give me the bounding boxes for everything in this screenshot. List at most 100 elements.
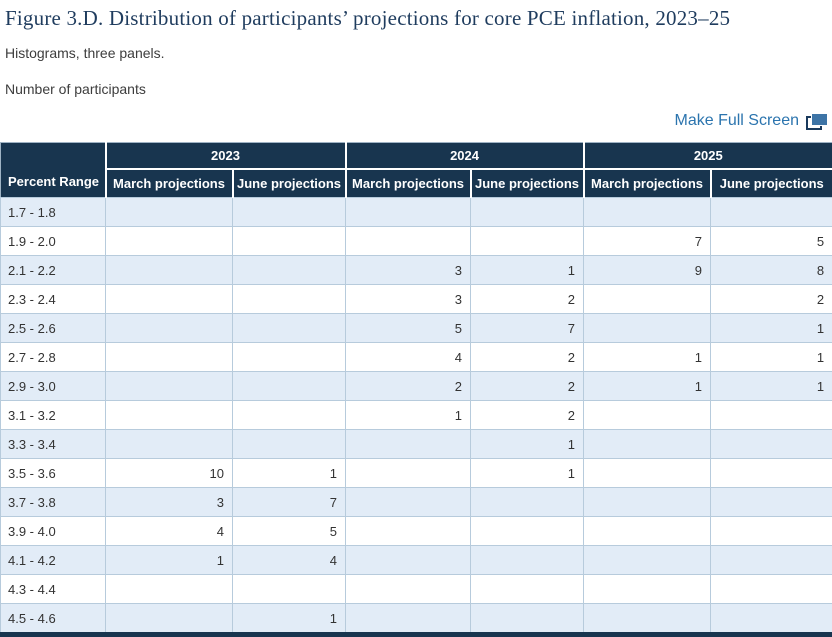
percent-range-cell: 3.5 - 3.6 [0, 458, 106, 488]
value-cell [231, 313, 347, 343]
value-cell [345, 545, 472, 575]
table-row: 1.7 - 1.8 [0, 197, 832, 227]
table-footer-bar [0, 632, 832, 637]
table-row: 2.9 - 3.0 2 2 1 1 [0, 371, 832, 401]
value-cell: 3 [345, 284, 472, 314]
percent-range-cell: 4.5 - 4.6 [0, 603, 106, 633]
value-cell [583, 284, 712, 314]
percent-range-cell: 2.9 - 3.0 [0, 371, 106, 401]
projections-table: Percent Range 2023 2024 2025 March proje… [0, 142, 832, 633]
value-cell [470, 487, 585, 517]
value-cell: 7 [231, 487, 347, 517]
percent-range-cell: 3.1 - 3.2 [0, 400, 106, 430]
value-cell [105, 371, 233, 401]
value-cell [710, 487, 832, 517]
units-label: Number of participants [5, 81, 146, 97]
figure-subtitle: Histograms, three panels. [5, 45, 165, 61]
value-cell: 1 [231, 603, 347, 633]
percent-range-cell: 1.7 - 1.8 [0, 197, 106, 227]
year-header-2024: 2024 [345, 142, 585, 170]
value-cell [710, 516, 832, 546]
column-header-2024-march: March projections [345, 168, 472, 198]
table-row: 2.1 - 2.2 3 1 9 8 [0, 255, 832, 285]
value-cell: 1 [231, 458, 347, 488]
value-cell [105, 429, 233, 459]
value-cell: 1 [105, 545, 233, 575]
value-cell [105, 226, 233, 256]
table-row: 2.7 - 2.8 4 2 1 1 [0, 342, 832, 372]
make-full-screen-link[interactable]: Make Full Screen [674, 112, 800, 129]
value-cell [105, 197, 233, 227]
value-cell [710, 400, 832, 430]
value-cell [105, 284, 233, 314]
percent-range-cell: 3.3 - 3.4 [0, 429, 106, 459]
table-row: 2.3 - 2.4 3 2 2 [0, 284, 832, 314]
value-cell [710, 545, 832, 575]
table-row: 2.5 - 2.6 5 7 1 [0, 313, 832, 343]
value-cell: 1 [710, 371, 832, 401]
value-cell: 1 [710, 313, 832, 343]
value-cell: 7 [583, 226, 712, 256]
value-cell [583, 574, 712, 604]
value-cell: 8 [710, 255, 832, 285]
column-header-percent-range: Percent Range [0, 142, 107, 198]
table-row: 3.7 - 3.8 3 7 [0, 487, 832, 517]
value-cell [583, 487, 712, 517]
table-row: 3.9 - 4.0 4 5 [0, 516, 832, 546]
full-screen-expand-icon[interactable] [806, 112, 828, 130]
value-cell: 3 [345, 255, 472, 285]
value-cell: 1 [470, 429, 585, 459]
column-header-2023-march: March projections [105, 168, 234, 198]
table-body: 1.7 - 1.8 1.9 - 2.0 7 5 2.1 - 2.2 3 1 9 8 2.3 - 2… [0, 197, 832, 633]
value-cell: 2 [345, 371, 472, 401]
value-cell [105, 400, 233, 430]
column-header-2025-june: June projections [710, 168, 832, 198]
percent-range-cell: 1.9 - 2.0 [0, 226, 106, 256]
value-cell [231, 371, 347, 401]
value-cell [583, 458, 712, 488]
column-header-2025-march: March projections [583, 168, 712, 198]
sub-header-row: March projections June projections March… [1, 168, 832, 198]
value-cell [710, 458, 832, 488]
value-cell [583, 197, 712, 227]
year-header-2025: 2025 [583, 142, 832, 170]
table-header: Percent Range 2023 2024 2025 March proje… [0, 142, 832, 198]
value-cell [583, 400, 712, 430]
fullscreen-control[interactable]: Make Full Screen [674, 112, 828, 130]
value-cell [105, 342, 233, 372]
value-cell: 1 [470, 458, 585, 488]
value-cell [470, 545, 585, 575]
value-cell [105, 603, 233, 633]
value-cell [583, 545, 712, 575]
value-cell [231, 400, 347, 430]
value-cell [231, 197, 347, 227]
value-cell [583, 313, 712, 343]
value-cell [583, 516, 712, 546]
value-cell: 2 [470, 400, 585, 430]
value-cell [470, 226, 585, 256]
table-row: 3.1 - 3.2 1 2 [0, 400, 832, 430]
value-cell: 1 [583, 371, 712, 401]
value-cell: 5 [345, 313, 472, 343]
year-header-2023: 2023 [105, 142, 347, 170]
percent-range-cell: 2.3 - 2.4 [0, 284, 106, 314]
table-row: 3.3 - 3.4 1 [0, 429, 832, 459]
value-cell [345, 603, 472, 633]
value-cell: 1 [710, 342, 832, 372]
value-cell [345, 429, 472, 459]
value-cell [710, 574, 832, 604]
figure-title: Figure 3.D. Distribution of participants… [5, 6, 731, 30]
year-header-row: Percent Range 2023 2024 2025 [0, 142, 832, 198]
column-header-2024-june: June projections [470, 168, 585, 198]
value-cell [710, 197, 832, 227]
value-cell: 2 [470, 342, 585, 372]
value-cell [345, 574, 472, 604]
value-cell [470, 516, 585, 546]
value-cell [345, 458, 472, 488]
value-cell: 2 [470, 284, 585, 314]
percent-range-cell: 4.1 - 4.2 [0, 545, 106, 575]
value-cell [231, 226, 347, 256]
percent-range-cell: 2.1 - 2.2 [0, 255, 106, 285]
value-cell [345, 197, 472, 227]
percent-range-cell: 3.7 - 3.8 [0, 487, 106, 517]
